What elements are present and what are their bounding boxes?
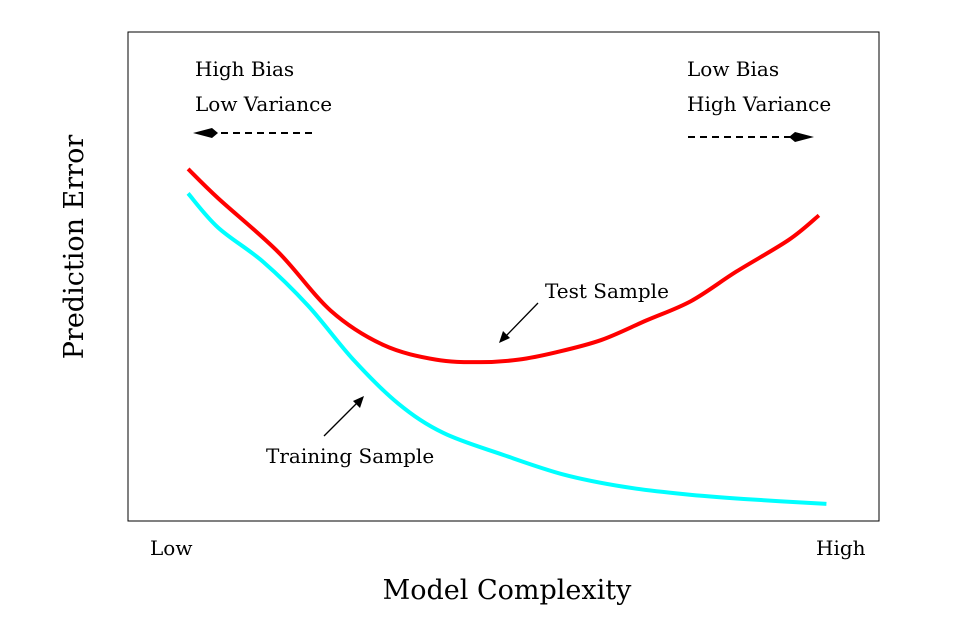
training-sample-arrow <box>323 396 364 437</box>
right-dashed-arrow <box>688 132 814 142</box>
test-sample-arrow <box>499 302 539 343</box>
left-dashed-arrow <box>193 128 312 138</box>
x-axis-label: Model Complexity <box>383 575 633 606</box>
y-axis-label: Prediction Error <box>59 135 90 360</box>
curves-layer <box>186 167 827 506</box>
low-bias-label: Low Bias <box>687 57 779 81</box>
test-sample-label: Test Sample <box>545 279 669 303</box>
training-sample-label: Training Sample <box>266 444 434 468</box>
test-sample-curve <box>186 167 821 365</box>
x-tick-high: High <box>816 536 866 560</box>
low-variance-label: Low Variance <box>195 92 332 116</box>
training-sample-curve <box>186 192 827 506</box>
x-tick-low: Low <box>150 536 192 560</box>
high-variance-label: High Variance <box>687 92 831 116</box>
high-bias-label: High Bias <box>195 57 294 81</box>
plot-frame <box>127 31 880 522</box>
